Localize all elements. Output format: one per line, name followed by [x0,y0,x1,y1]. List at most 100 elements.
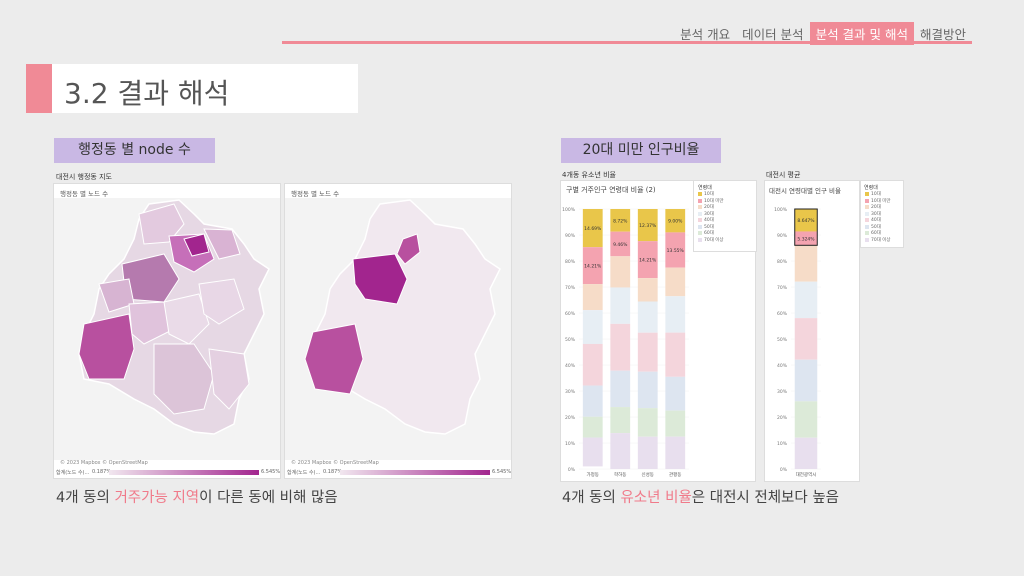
chart1-caption: 4개동 유소년 비율 [562,171,616,179]
region-center2 [163,293,210,345]
chart1-legend-header: 연령대 [698,185,712,191]
legend-label: 60대 [871,231,881,236]
y-tick-label: 10% [565,441,576,447]
legend-swatch [698,211,702,216]
map-1-legend-label: 합계(노드 수)... [56,470,90,476]
nav-item-overview[interactable]: 분석 개요 [680,27,731,42]
y-tick-label: 70% [565,285,576,291]
y-tick-label: 10% [777,441,788,447]
right-caption-pre: 4개 동의 [562,490,621,506]
map-1-credit: © 2023 Mapbox © OpenStreetMap [60,460,148,466]
legend-entry: 10대 미만 [698,198,724,204]
legend-swatch [698,237,702,242]
bar-segment [610,209,631,232]
map-caption: 대전시 행정동 지도 [56,173,112,181]
nav-item-data-analysis[interactable]: 데이터 분석 [742,27,804,42]
region-south [153,343,215,415]
bar-segment [610,433,631,469]
bar-segment [794,359,818,402]
legend-swatch [865,192,869,196]
legend-label: 20대 [704,205,714,210]
map-2-legend-max: 6.545% [492,469,512,475]
bar-segment [582,343,603,386]
legend-entry: 60대 [865,230,881,236]
bar-segment [794,209,818,232]
bar-segment [794,245,818,282]
bar-segment [610,370,631,408]
data-label: 9.46% [613,242,628,248]
category-label: 신성동 [642,471,654,478]
legend-entry: 70대 이상 [865,237,891,243]
title-accent-bar [26,64,52,113]
y-tick-label: 30% [777,389,788,395]
legend-entry: 10대 [865,191,881,197]
legend-entry: 40대 [698,217,714,223]
chart2-caption: 대전시 평균 [766,171,801,179]
bar-segment [794,401,818,438]
y-tick-label: 20% [777,415,788,421]
y-tick-label: 20% [565,415,576,421]
bar-segment [582,385,603,417]
legend-swatch [698,205,702,209]
region-center [128,301,175,345]
nav-item-results[interactable]: 분석 결과 및 해석 [809,22,914,45]
chart1-legend: 연령대 10대 10대 미만 20대 30대 40대 50대 60대 70대 이상 [693,180,757,252]
bar-segment [610,323,631,371]
y-tick-label: 80% [777,259,788,265]
bar-segment [637,301,658,333]
y-tick-label: 30% [565,389,576,395]
bar-segment [665,332,686,377]
bar-segment [665,296,686,333]
bar-segment [794,437,818,469]
bar-segment [637,371,658,409]
left-caption-pre: 4개 동의 [56,490,115,506]
section-label-youth-ratio: 20대 미만 인구비율 [561,138,721,163]
data-label: 12.37% [639,223,657,229]
legend-entry: 10대 [698,191,714,197]
legend-swatch [865,237,869,242]
map-panel-2-title: 행정동 별 노드 수 [291,190,340,198]
bar-segment [582,284,603,311]
chart2-legend: 연령대 10대 10대 미만 20대 30대 40대 50대 60대 70대 이상 [860,180,904,248]
chart2-legend-header: 연령대 [864,185,878,191]
y-tick-label: 40% [777,363,788,369]
bar-segment [637,408,658,437]
legend-entry: 70대 이상 [698,237,724,243]
legend-entry: 10대 미만 [865,198,891,204]
legend-label: 50대 [704,224,714,230]
legend-swatch [865,224,869,229]
bar-segment [582,247,603,285]
legend-entry: 30대 [865,211,881,217]
bar-segment [582,209,603,248]
legend-label: 70대 이상 [704,237,724,243]
data-label: 5.324% [797,236,815,242]
left-caption-highlight: 거주가능 지역 [114,490,200,506]
left-caption-post: 이 다른 동에 비해 많음 [199,490,338,506]
bar-segment [665,232,686,268]
legend-label: 20대 [871,205,881,210]
legend-label: 30대 [871,211,881,217]
data-label: 8.647% [797,218,815,224]
category-label: 관평동 [669,471,681,478]
category-label: 학하동 [614,471,626,478]
legend-label: 40대 [871,218,881,223]
y-tick-label: 60% [565,311,576,317]
bar-segment [665,209,686,233]
legend-label: 60대 [704,231,714,236]
y-tick-label: 90% [777,233,788,239]
map-1-legend-min: 0.187% [92,469,112,475]
legend-swatch [865,211,869,216]
legend-label: 10대 [871,192,881,197]
y-tick-label: 100% [562,207,576,213]
bar-segment [637,332,658,372]
legend-entry: 60대 [698,230,714,236]
bar-segment [582,310,603,344]
data-label: 14.69% [584,226,602,232]
legend-swatch [698,224,702,229]
right-caption: 4개 동의 유소년 비율은 대전시 전체보다 높음 [562,486,839,507]
top-nav: 분석 개요 데이터 분석 분석 결과 및 해석 해결방안 [674,22,972,45]
y-tick-label: 60% [777,311,788,317]
nav-item-solutions[interactable]: 해결방안 [919,27,966,42]
legend-swatch [865,231,869,235]
legend-swatch [865,198,869,203]
